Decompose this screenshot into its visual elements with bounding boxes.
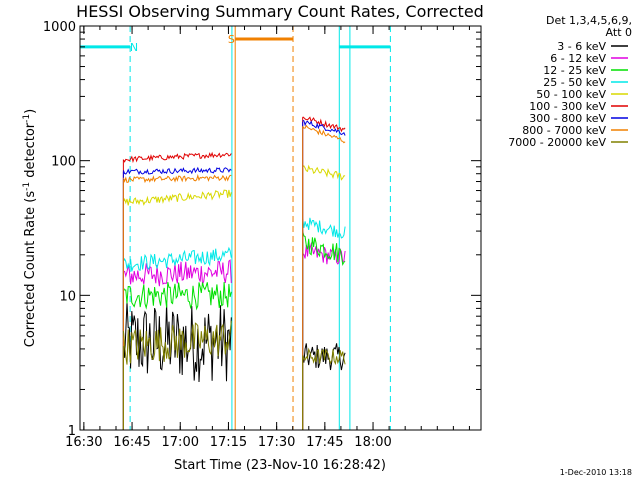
x-tick-label: 17:30 [258, 435, 295, 450]
series-line-3-segment-1 [122, 281, 232, 311]
series-layer [122, 116, 346, 430]
y-axis-label-mid: detector [23, 122, 38, 182]
night-flag-label: N [130, 41, 138, 54]
series-line-8-segment-1 [122, 173, 232, 184]
legend-header-line-2: Att 0 [606, 26, 632, 39]
legend-label: 25 - 50 keV [543, 76, 606, 89]
legend-label: 7000 - 20000 keV [508, 136, 606, 149]
plot-frame [79, 25, 482, 431]
series-line-8-segment-2 [302, 124, 346, 144]
y-axis-label-sup2: -1 [22, 114, 32, 123]
series-line-2-segment-1 [123, 259, 232, 287]
y-tick-label: 1000 [43, 20, 76, 35]
series-line-4-segment-1 [122, 246, 232, 272]
y-tick-label: 10 [59, 289, 76, 304]
flag-layer: NS [79, 26, 391, 430]
y-axis-label-end: ) [23, 109, 38, 114]
chart-title: HESSI Observing Summary Count Rates, Cor… [76, 2, 484, 21]
series-line-5-segment-1 [122, 189, 232, 206]
tick-layer: 16:30 16:45 17:00 17:15 17:30 17:45 18:00 1 10 10… [43, 20, 481, 450]
y-tick-label: 1 [68, 424, 76, 439]
legend-label: 12 - 25 keV [543, 64, 606, 77]
x-tick-label: 16:45 [113, 435, 150, 450]
series-line-6-segment-2 [302, 116, 346, 133]
y-axis-label-sup1: -1 [22, 182, 32, 191]
series-line-9-segment-2 [302, 347, 346, 366]
series-line-6-segment-1 [122, 151, 232, 164]
series-line-3-segment-2 [302, 231, 346, 267]
series-line-7-segment-2 [302, 119, 346, 136]
x-tick-label: 17:45 [306, 435, 343, 450]
legend-label: 300 - 800 keV [529, 112, 606, 125]
series-line-9-segment-1 [122, 320, 232, 365]
saa-flag-label: S [228, 33, 235, 46]
x-tick-label: 16:30 [65, 435, 102, 450]
x-axis-label: Start Time (23-Nov-10 16:28:42) [174, 458, 386, 473]
legend-label: 100 - 300 keV [529, 100, 606, 113]
x-tick-label: 17:00 [162, 435, 199, 450]
x-tick-label: 18:00 [354, 435, 391, 450]
legend-label: 6 - 12 keV [550, 52, 606, 65]
y-axis-label-main: Corrected Count Rate (s [23, 191, 38, 348]
legend-label: 3 - 6 keV [557, 40, 606, 53]
legend-header-line-1: Det 1,3,4,5,6,9, [546, 14, 632, 27]
series-line-7-segment-1 [122, 166, 232, 176]
series-line-5-segment-2 [302, 164, 346, 181]
x-tick-label: 17:15 [210, 435, 247, 450]
y-tick-label: 100 [51, 155, 76, 170]
y-axis-label: Corrected Count Rate (s-1 detector-1) [22, 109, 38, 347]
legend-label: 50 - 100 keV [536, 88, 606, 101]
timestamp: 1-Dec-2010 13:18 [560, 468, 632, 477]
series-line-4-segment-2 [302, 217, 346, 239]
legend-label: 800 - 7000 keV [522, 124, 606, 137]
